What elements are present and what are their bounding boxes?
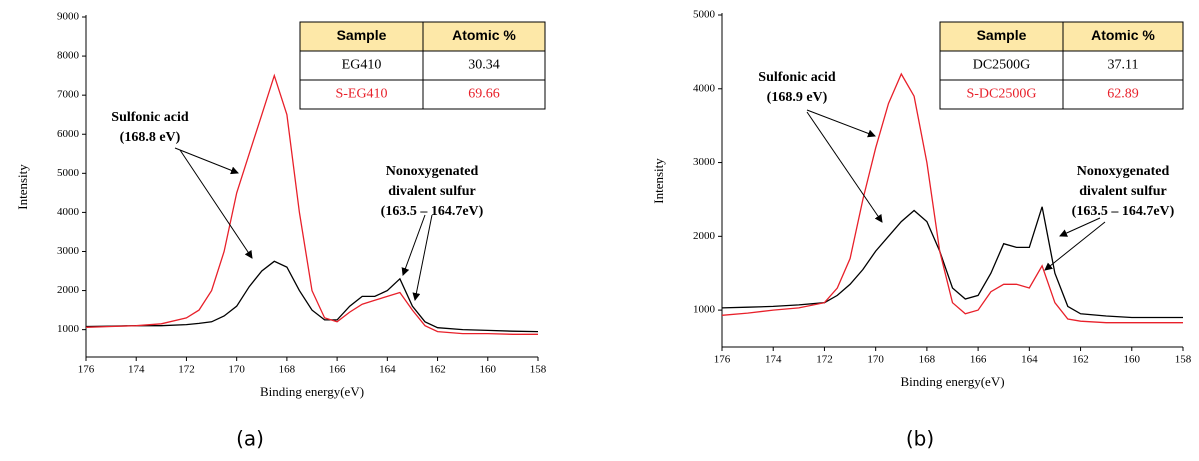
annotation: Sulfonic acid [758,70,836,85]
y-axis-title: Intensity [651,158,666,204]
annotation-arrow [806,111,883,223]
annotation: (163.5 – 164.7eV) [381,204,484,219]
table-cell: EG410 [342,58,382,73]
y-tick-label: 4000 [693,82,716,94]
x-tick-label: 164 [1021,354,1038,366]
y-axis-title: Intensity [15,164,30,210]
table-cell: 62.89 [1107,87,1139,102]
spectrum-line [721,72,1183,324]
x-tick-label: 162 [1072,354,1089,366]
table-header: Atomic % [452,27,516,43]
x-tick-label: 158 [530,364,547,376]
y-tick-label: 7000 [57,89,80,101]
x-tick-label: 158 [1175,354,1192,366]
x-tick-label: 174 [765,354,782,366]
annotation-arrow [401,214,426,276]
y-tick-label: 3000 [693,156,716,168]
spectrum-line [85,73,538,335]
table-header: Atomic % [1091,27,1155,43]
x-tick-label: 160 [480,364,497,376]
y-tick-label: 3000 [57,245,80,257]
x-tick-label: 172 [178,364,195,376]
spectrum-line [721,206,1183,319]
spectrum-line [85,260,539,333]
x-axis-title: Binding energy(eV) [900,374,1004,389]
annotation-arrow [806,109,876,138]
table-header: Sample [977,27,1027,43]
y-tick-label: 5000 [57,167,80,179]
x-tick-label: 172 [816,354,833,366]
table-row [939,50,1184,81]
x-tick-label: 176 [714,354,731,366]
table-header-bg [939,21,1184,52]
table-cell: DC2500G [973,58,1031,73]
table-header: Sample [337,27,387,43]
y-tick-label: 1000 [693,304,716,316]
annotation-arrow [1044,221,1106,271]
x-tick-label: 162 [429,364,446,376]
annotation: divalent sulfur [388,184,476,199]
x-tick-label: 166 [329,364,346,376]
table-cell: 30.34 [468,58,500,73]
table-cell: 37.11 [1108,58,1139,73]
annotation: (168.8 eV) [120,130,181,145]
annotation-arrow [179,149,253,259]
y-tick-label: 5000 [693,9,716,21]
annotation-arrow [412,214,433,301]
x-tick-label: 166 [970,354,987,366]
y-tick-label: 8000 [57,50,80,62]
x-tick-label: 168 [279,364,296,376]
x-axis-title: Binding energy(eV) [260,384,364,399]
y-tick-label: 2000 [693,230,716,242]
table-cell: 69.66 [468,87,500,102]
x-tick-label: 164 [379,364,396,376]
annotation: Sulfonic acid [111,110,189,125]
table-cell: S-EG410 [335,87,387,102]
x-tick-label: 170 [228,364,245,376]
x-tick-label: 160 [1124,354,1141,366]
annotation: (168.9 eV) [767,90,828,105]
annotation: divalent sulfur [1079,184,1167,199]
y-tick-label: 6000 [57,128,80,140]
annotation-arrow [1059,217,1101,237]
table-cell: S-DC2500G [966,87,1036,102]
y-tick-label: 9000 [57,11,80,23]
x-tick-label: 174 [128,364,145,376]
annotation: Nonoxygenated [1077,164,1170,179]
y-tick-label: 4000 [57,206,80,218]
annotation-arrow [174,147,239,175]
table-row [939,79,1184,110]
y-tick-label: 1000 [57,323,80,335]
panel-label: (a) [236,427,264,451]
x-tick-label: 176 [78,364,95,376]
annotation: Nonoxygenated [386,164,479,179]
y-tick-label: 2000 [57,284,80,296]
x-tick-label: 168 [919,354,936,366]
annotation: (163.5 – 164.7eV) [1072,204,1175,219]
x-tick-label: 170 [867,354,884,366]
panel-label: (b) [906,427,934,451]
